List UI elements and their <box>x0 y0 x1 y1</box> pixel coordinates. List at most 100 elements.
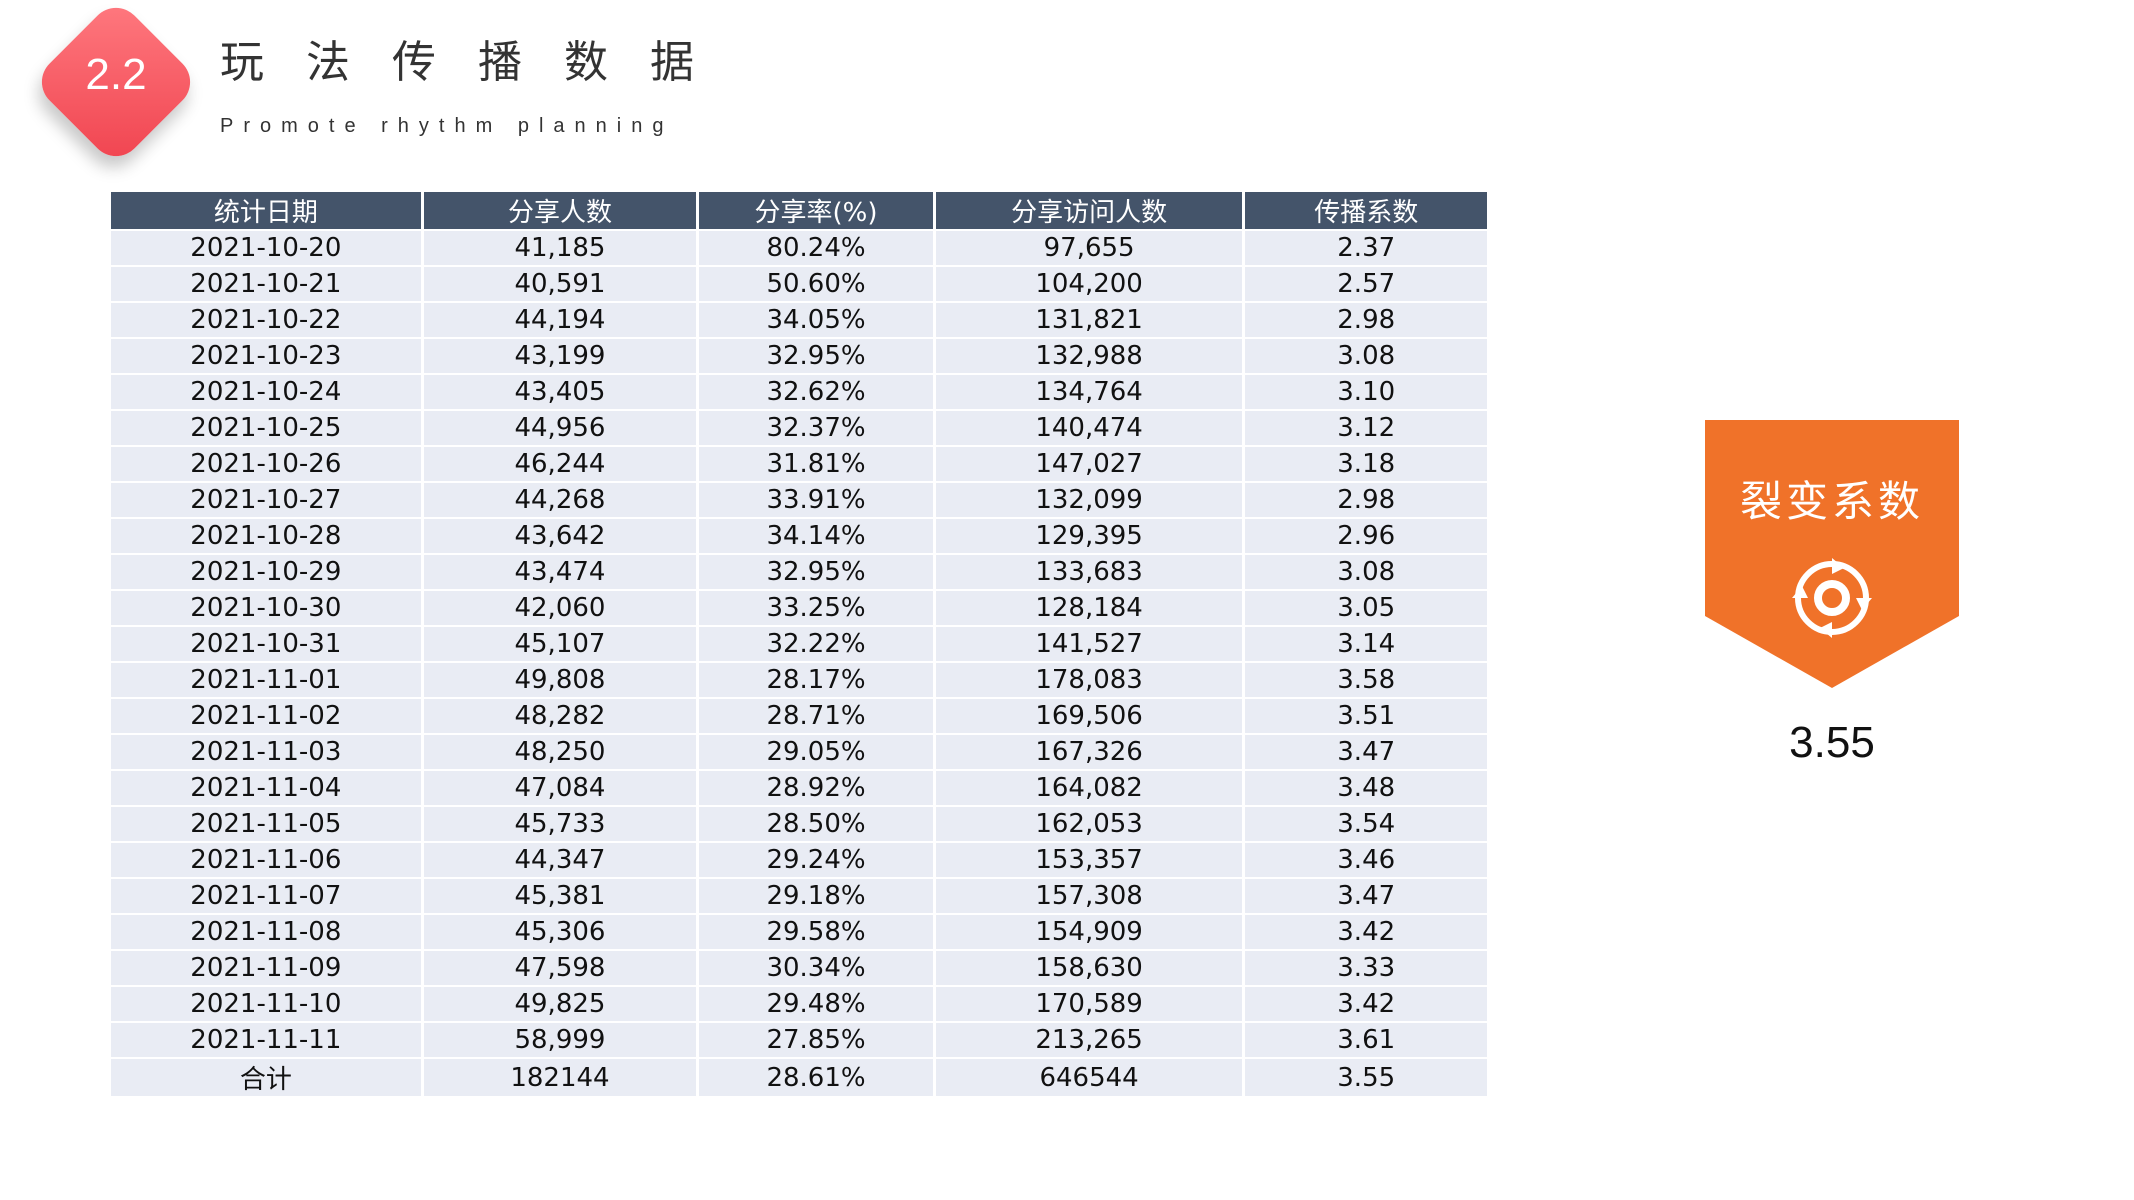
table-cell: 44,956 <box>423 411 697 445</box>
table-cell: 31.81% <box>699 447 933 481</box>
data-table: 统计日期 分享人数 分享率(%) 分享访问人数 传播系数 2021-10-20 4… <box>108 190 1490 1098</box>
table-row: 2021-10-31 45,107 32.22% 141,527 3.14 <box>111 627 1487 661</box>
table-cell: 28.92% <box>699 771 933 805</box>
table-cell: 合计 <box>111 1059 421 1096</box>
table-row: 2021-11-03 48,250 29.05% 167,326 3.47 <box>111 735 1487 769</box>
table-cell: 3.33 <box>1245 951 1487 985</box>
table-cell: 2021-10-31 <box>111 627 421 661</box>
table-cell: 97,655 <box>935 231 1243 265</box>
table-cell: 45,381 <box>423 879 697 913</box>
table-cell: 45,733 <box>423 807 697 841</box>
header-cell: 分享人数 <box>423 192 697 229</box>
fission-card-label: 裂变系数 <box>1739 477 1924 526</box>
table-cell: 141,527 <box>935 627 1243 661</box>
table-cell: 50.60% <box>699 267 933 301</box>
table-cell: 2021-11-03 <box>111 735 421 769</box>
table-row: 2021-10-22 44,194 34.05% 131,821 2.98 <box>111 303 1487 337</box>
table-cell: 34.14% <box>699 519 933 553</box>
table-cell: 30.34% <box>699 951 933 985</box>
table-cell: 32.95% <box>699 555 933 589</box>
table-row: 2021-10-21 40,591 50.60% 104,200 2.57 <box>111 267 1487 301</box>
page-title: 玩法传播数据 <box>220 37 736 88</box>
table-cell: 29.24% <box>699 843 933 877</box>
card-shape <box>1705 420 1959 688</box>
table-cell: 49,825 <box>423 987 697 1021</box>
table-cell: 2021-10-26 <box>111 447 421 481</box>
header-cell: 统计日期 <box>111 192 421 229</box>
table-row: 2021-10-24 43,405 32.62% 134,764 3.10 <box>111 375 1487 409</box>
table-row: 2021-10-26 46,244 31.81% 147,027 3.18 <box>111 447 1487 481</box>
table-cell: 43,474 <box>423 555 697 589</box>
table-cell: 3.58 <box>1245 663 1487 697</box>
table-cell: 2021-11-08 <box>111 915 421 949</box>
table-cell: 42,060 <box>423 591 697 625</box>
table-cell: 58,999 <box>423 1023 697 1057</box>
table-cell: 2021-11-10 <box>111 987 421 1021</box>
table-cell: 132,099 <box>935 483 1243 517</box>
fission-card: 裂变系数 <box>1705 420 1959 688</box>
table-cell: 2021-10-28 <box>111 519 421 553</box>
table-cell: 47,084 <box>423 771 697 805</box>
table-cell: 29.18% <box>699 879 933 913</box>
table-cell: 47,598 <box>423 951 697 985</box>
table-cell: 153,357 <box>935 843 1243 877</box>
table-row: 2021-10-27 44,268 33.91% 132,099 2.98 <box>111 483 1487 517</box>
fission-value: 3.55 <box>1789 718 1875 767</box>
table-cell: 48,250 <box>423 735 697 769</box>
table-row: 2021-11-01 49,808 28.17% 178,083 3.58 <box>111 663 1487 697</box>
table-cell: 133,683 <box>935 555 1243 589</box>
table-cell: 167,326 <box>935 735 1243 769</box>
table-row: 2021-10-29 43,474 32.95% 133,683 3.08 <box>111 555 1487 589</box>
table-row: 2021-10-20 41,185 80.24% 97,655 2.37 <box>111 231 1487 265</box>
table-cell: 170,589 <box>935 987 1243 1021</box>
table-cell: 182144 <box>423 1059 697 1096</box>
table-row: 2021-11-05 45,733 28.50% 162,053 3.54 <box>111 807 1487 841</box>
table-cell: 164,082 <box>935 771 1243 805</box>
table-cell: 2021-10-27 <box>111 483 421 517</box>
table-cell: 44,194 <box>423 303 697 337</box>
table-cell: 157,308 <box>935 879 1243 913</box>
table-cell: 28.50% <box>699 807 933 841</box>
table-cell: 104,200 <box>935 267 1243 301</box>
table-cell: 3.08 <box>1245 339 1487 373</box>
table-cell: 131,821 <box>935 303 1243 337</box>
table-cell: 27.85% <box>699 1023 933 1057</box>
table-cell: 3.18 <box>1245 447 1487 481</box>
cycle-arrows-icon <box>1792 558 1872 638</box>
table-cell: 28.61% <box>699 1059 933 1096</box>
table-row: 2021-11-04 47,084 28.92% 164,082 3.48 <box>111 771 1487 805</box>
table-cell: 29.05% <box>699 735 933 769</box>
table-cell: 3.42 <box>1245 987 1487 1021</box>
table-cell: 34.05% <box>699 303 933 337</box>
table-cell: 3.10 <box>1245 375 1487 409</box>
table-cell: 32.37% <box>699 411 933 445</box>
header-cell: 传播系数 <box>1245 192 1487 229</box>
table-cell: 2021-11-07 <box>111 879 421 913</box>
table-cell: 3.14 <box>1245 627 1487 661</box>
table-cell: 44,347 <box>423 843 697 877</box>
table-row: 2021-10-23 43,199 32.95% 132,988 3.08 <box>111 339 1487 373</box>
table-row: 2021-10-25 44,956 32.37% 140,474 3.12 <box>111 411 1487 445</box>
table-cell: 28.17% <box>699 663 933 697</box>
table-cell: 132,988 <box>935 339 1243 373</box>
table-cell: 3.42 <box>1245 915 1487 949</box>
table-cell: 128,184 <box>935 591 1243 625</box>
table-cell: 2.57 <box>1245 267 1487 301</box>
table-cell: 3.08 <box>1245 555 1487 589</box>
header-cell: 分享访问人数 <box>935 192 1243 229</box>
table-cell: 2021-10-30 <box>111 591 421 625</box>
table-cell: 28.71% <box>699 699 933 733</box>
table-cell: 2021-11-09 <box>111 951 421 985</box>
table-cell: 2021-10-25 <box>111 411 421 445</box>
table-cell: 2021-10-20 <box>111 231 421 265</box>
table-cell: 3.54 <box>1245 807 1487 841</box>
table-cell: 44,268 <box>423 483 697 517</box>
section-number: 2.2 <box>85 50 147 99</box>
table-cell: 33.25% <box>699 591 933 625</box>
table-cell: 2021-11-04 <box>111 771 421 805</box>
table-cell: 2.98 <box>1245 483 1487 517</box>
table-body: 2021-10-20 41,185 80.24% 97,655 2.37 2021-10-… <box>111 231 1487 1096</box>
table-cell: 80.24% <box>699 231 933 265</box>
table-cell: 33.91% <box>699 483 933 517</box>
table-cell: 3.46 <box>1245 843 1487 877</box>
